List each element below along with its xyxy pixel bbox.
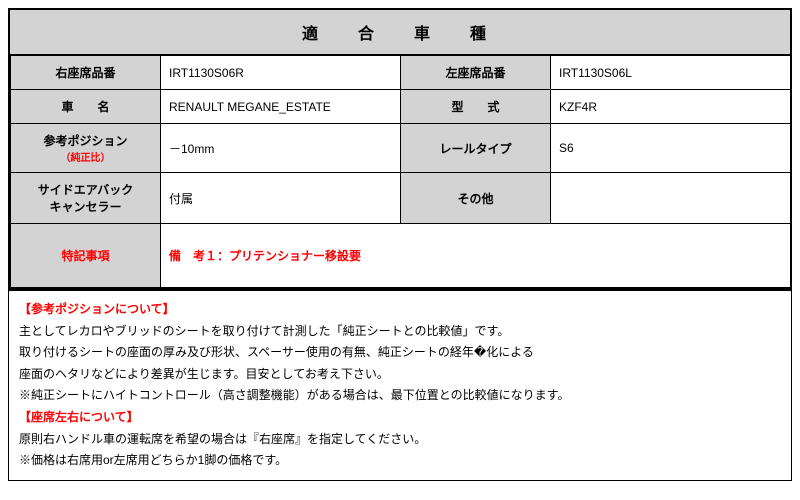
spec-grid: 右座席品番 IRT1130S06R 左座席品番 IRT1130S06L 車 名 … (10, 55, 791, 288)
remarks-value-cell: 備 考１：プリテンショナー移設要 (161, 224, 791, 288)
notes-line: 座面のヘタリなどにより差異が生じます。目安としてお考え下さい。 (19, 364, 781, 386)
left-seat-partno-label: 左座席品番 (401, 56, 551, 90)
model-value: KZF4R (551, 90, 791, 124)
remarks-row: 特記事項 備 考１：プリテンショナー移設要 (11, 224, 791, 288)
table-row: 参考ポジション （純正比） －10mm レールタイプ S6 (11, 124, 791, 173)
notes-line: 主としてレカロやブリッドのシートを取り付けて計測した「純正シートとの比較値」です… (19, 321, 781, 343)
vehicle-compat-table: 適 合 車 種 右座席品番 IRT1130S06R 左座席品番 IRT1130S… (8, 8, 792, 290)
model-label: 型 式 (401, 90, 551, 124)
car-name-label: 車 名 (11, 90, 161, 124)
airbag-canceller-label: サイドエアバック キャンセラー (11, 173, 161, 224)
remarks-label: 特記事項 (11, 224, 161, 288)
right-seat-partno-label: 右座席品番 (11, 56, 161, 90)
notes-section: 【参考ポジションについて】 主としてレカロやブリッドのシートを取り付けて計測した… (8, 289, 792, 481)
notes-heading-position: 【参考ポジションについて】 (19, 299, 781, 321)
notes-line: ※純正シートにハイトコントロール（高さ調整機能）がある場合は、最下位置との比較値… (19, 385, 781, 407)
airbag-canceller-label-line1: サイドエアバック (19, 181, 152, 198)
ref-position-label: 参考ポジション （純正比） (11, 124, 161, 173)
table-title: 適 合 車 種 (10, 10, 790, 55)
table-row: サイドエアバック キャンセラー 付属 その他 (11, 173, 791, 224)
notes-line: ※価格は右席用or左席用どちらか1脚の価格です。 (19, 450, 781, 472)
ref-position-label-line2: （純正比） (19, 149, 152, 164)
other-value (551, 173, 791, 224)
notes-line: 原則右ハンドル車の運転席を希望の場合は『右座席』を指定してください。 (19, 429, 781, 451)
airbag-canceller-label-line2: キャンセラー (19, 198, 152, 215)
car-name-value: RENAULT MEGANE_ESTATE (161, 90, 401, 124)
ref-position-label-line1: 参考ポジション (19, 132, 152, 149)
other-label: その他 (401, 173, 551, 224)
remarks-value-text: 備 考１：プリテンショナー移設要 (169, 249, 361, 263)
airbag-canceller-value: 付属 (161, 173, 401, 224)
notes-heading-seat-side: 【座席左右について】 (19, 407, 781, 429)
rail-type-label: レールタイプ (401, 124, 551, 173)
ref-position-value: －10mm (161, 124, 401, 173)
notes-line: 取り付けるシートの座面の厚み及び形状、スペーサー使用の有無、純正シートの経年�化… (19, 342, 781, 364)
table-row: 車 名 RENAULT MEGANE_ESTATE 型 式 KZF4R (11, 90, 791, 124)
right-seat-partno-value: IRT1130S06R (161, 56, 401, 90)
rail-type-value: S6 (551, 124, 791, 173)
remarks-label-text: 特記事項 (61, 249, 109, 263)
left-seat-partno-value: IRT1130S06L (551, 56, 791, 90)
table-row: 右座席品番 IRT1130S06R 左座席品番 IRT1130S06L (11, 56, 791, 90)
